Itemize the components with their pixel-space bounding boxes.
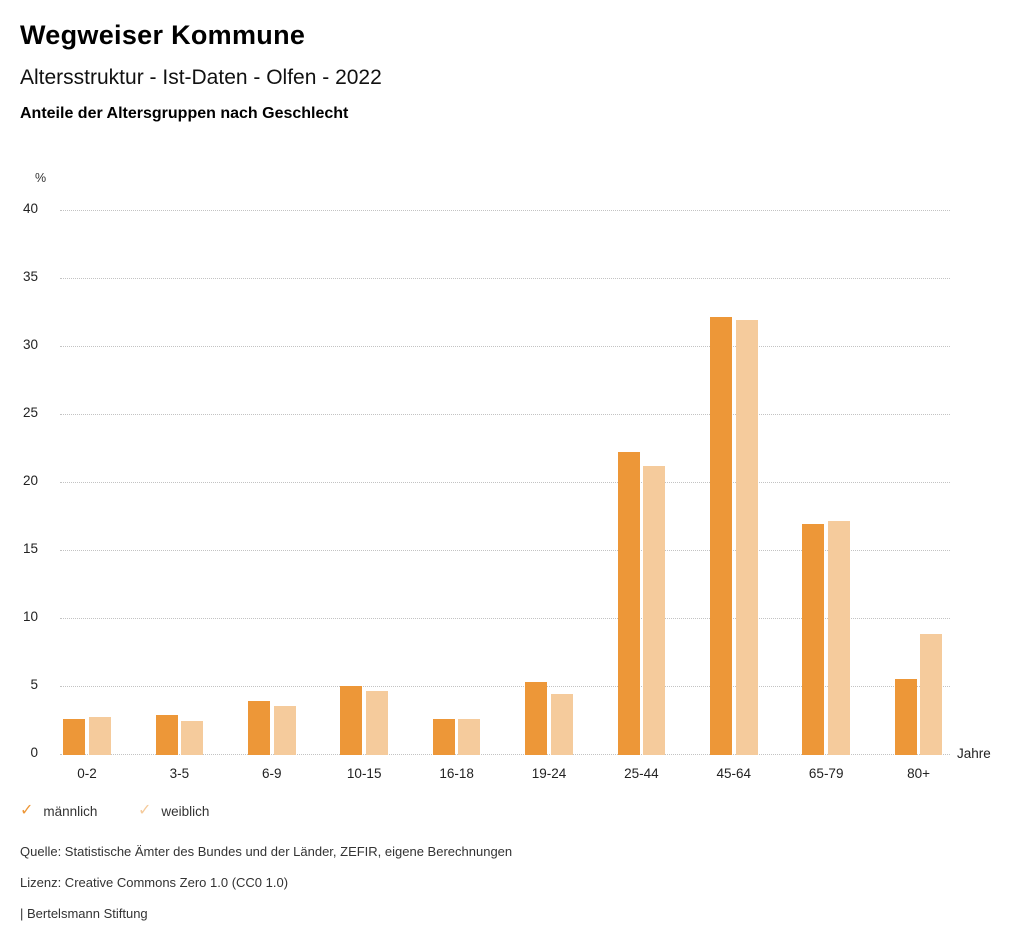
- y-axis-unit-label: %: [35, 171, 47, 185]
- bar-männlich-80+[interactable]: [894, 679, 917, 755]
- bar-männlich-19-24[interactable]: [525, 681, 548, 755]
- bar-männlich-65-79[interactable]: [802, 524, 825, 755]
- legend-item-weiblich[interactable]: ✓ weiblich: [138, 803, 209, 819]
- y-axis-tick-label-35: 35: [22, 269, 38, 284]
- bar-männlich-10-15[interactable]: [340, 686, 363, 755]
- bar-weiblich-10-15[interactable]: [365, 691, 388, 755]
- bar-männlich-45-64[interactable]: [710, 317, 733, 755]
- bar-weiblich-65-79[interactable]: [827, 521, 850, 755]
- bar-weiblich-3-5[interactable]: [181, 721, 204, 755]
- x-axis-label-25-44: 25-44: [624, 766, 659, 781]
- bar-weiblich-19-24[interactable]: [550, 694, 573, 755]
- source-note: Quelle: Statistische Ämter des Bundes un…: [20, 844, 513, 859]
- bar-männlich-6-9[interactable]: [248, 700, 271, 755]
- bar-weiblich-45-64[interactable]: [735, 320, 758, 755]
- y-axis-tick-label-25: 25: [22, 405, 38, 420]
- gridline-40: [60, 210, 950, 211]
- gridline-5: [60, 686, 950, 687]
- gridline-0: [60, 754, 950, 755]
- y-axis-tick-label-20: 20: [22, 473, 38, 488]
- bar-weiblich-0-2[interactable]: [88, 717, 111, 755]
- x-axis-label-45-64: 45-64: [716, 766, 752, 781]
- bar-männlich-0-2[interactable]: [63, 718, 86, 755]
- attribution: | Bertelsmann Stiftung: [20, 906, 148, 921]
- x-axis-label-19-24: 19-24: [531, 766, 567, 781]
- check-icon: ✓: [20, 802, 34, 819]
- bar-weiblich-25-44[interactable]: [643, 465, 666, 755]
- check-icon: ✓: [138, 802, 152, 819]
- page-title: Wegweiser Kommune: [20, 20, 306, 50]
- y-axis-tick-label-5: 5: [30, 677, 38, 692]
- bar-männlich-25-44[interactable]: [617, 452, 640, 755]
- x-axis-label-16-18: 16-18: [439, 766, 474, 781]
- legend-label: männlich: [43, 803, 98, 819]
- x-axis-label-0-2: 0-2: [77, 766, 97, 781]
- chart-heading: Anteile der Altersgruppen nach Geschlech…: [20, 105, 349, 122]
- x-axis-unit-label: Jahre: [957, 746, 991, 761]
- bar-männlich-16-18[interactable]: [432, 718, 455, 755]
- x-axis-label-3-5: 3-5: [169, 766, 190, 781]
- page-subtitle: Altersstruktur - Ist-Daten - Olfen - 202…: [20, 66, 382, 89]
- y-axis-tick-label-10: 10: [22, 609, 38, 624]
- gridline-10: [60, 618, 950, 619]
- x-axis-label-80+: 80+: [907, 766, 931, 781]
- bar-weiblich-16-18[interactable]: [458, 718, 481, 755]
- legend: ✓ männlich ✓ weiblich: [0, 803, 1024, 825]
- license-note: Lizenz: Creative Commons Zero 1.0 (CC0 1…: [20, 875, 289, 890]
- legend-item-männlich[interactable]: ✓ männlich: [20, 803, 97, 819]
- bar-weiblich-80+[interactable]: [920, 634, 943, 755]
- bar-weiblich-6-9[interactable]: [273, 706, 296, 755]
- y-axis-tick-label-40: 40: [22, 201, 38, 216]
- x-axis-label-10-15: 10-15: [346, 766, 382, 781]
- x-axis-label-65-79: 65-79: [808, 766, 844, 781]
- gridline-25: [60, 414, 950, 415]
- y-axis-tick-label-30: 30: [22, 337, 38, 352]
- legend-label: weiblich: [161, 803, 210, 819]
- y-axis-tick-label-0: 0: [30, 745, 38, 760]
- bar-chart: % Jahre 0 5 10 15 20 25 30 35 40 0-2 3-5 6-9 10-15 16…: [22, 171, 991, 781]
- gridline-15: [60, 550, 950, 551]
- gridline-35: [60, 278, 950, 279]
- gridline-20: [60, 482, 950, 483]
- x-axis-label-6-9: 6-9: [262, 766, 282, 781]
- y-axis-tick-label-15: 15: [22, 541, 38, 556]
- bar-männlich-3-5[interactable]: [155, 714, 178, 755]
- gridline-30: [60, 346, 950, 347]
